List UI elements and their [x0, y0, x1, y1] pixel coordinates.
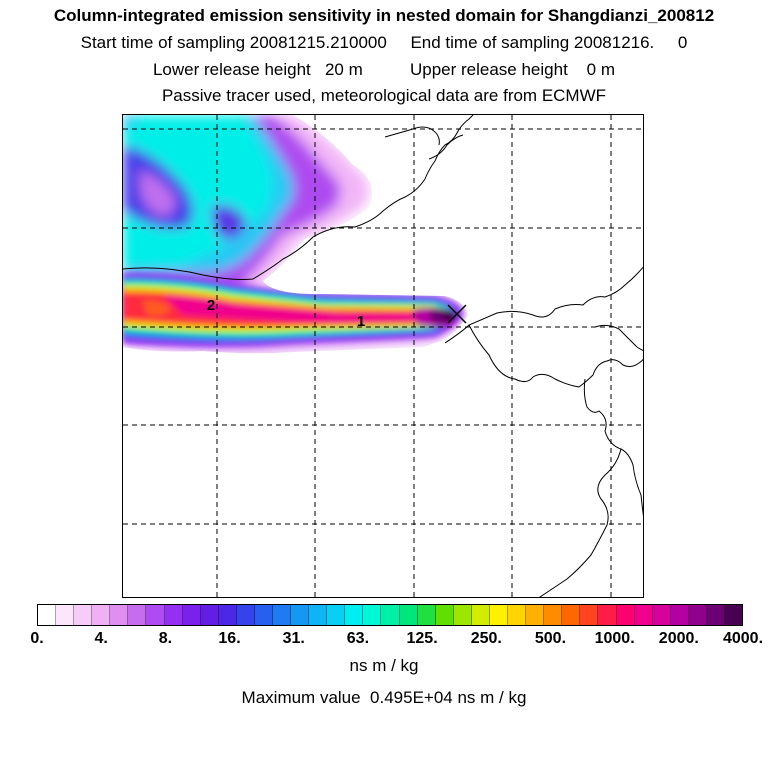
color-scale-segment [526, 605, 545, 625]
map-canvas: 1 2 [123, 115, 643, 597]
color-scale-segment [670, 605, 689, 625]
color-scale-segment [724, 605, 743, 625]
color-scale-segment [345, 605, 364, 625]
unit-label: ns m / kg [349, 656, 419, 675]
color-scale-segment [706, 605, 725, 625]
sampling-time-line: Start time of sampling 20081215.210000 E… [80, 33, 688, 52]
color-scale-segment [435, 605, 454, 625]
color-scale-tick-label: 4. [94, 630, 108, 647]
color-scale-segment [562, 605, 581, 625]
color-scale-segment [182, 605, 201, 625]
color-scale-segment [146, 605, 165, 625]
color-scale-tick-label: 2000. [658, 630, 699, 647]
color-scale-segment [616, 605, 635, 625]
color-scale-segment [327, 605, 346, 625]
map-panel: 1 2 [122, 114, 644, 598]
color-scale-segment [110, 605, 129, 625]
color-scale-segment [508, 605, 527, 625]
color-scale-tick-label: 0. [30, 630, 44, 647]
color-scale-segment [291, 605, 310, 625]
color-scale-segment [489, 605, 509, 625]
color-scale-segment [128, 605, 147, 625]
color-scale-segment [236, 605, 255, 625]
plot-title: Column-integrated emission sensitivity i… [53, 6, 715, 25]
x-cross-icon [447, 304, 467, 324]
color-scale-segment [56, 605, 75, 625]
release-height-line: Lower release height 20 m Upper release … [152, 60, 616, 79]
color-scale-segment [580, 605, 599, 625]
color-scale-segment [38, 605, 57, 625]
tracer-info-line: Passive tracer used, meteorological data… [161, 86, 607, 105]
color-scale-segment [417, 605, 436, 625]
color-scale-tick-label: 250. [470, 630, 502, 647]
color-scale-segment [381, 605, 400, 625]
color-scale-segment [273, 605, 292, 625]
color-scale-segment [634, 605, 653, 625]
color-scale-tick-label: 4000. [722, 630, 764, 647]
color-scale-segment [544, 605, 563, 625]
color-scale-segment [363, 605, 382, 625]
point-marker-2: 2 [207, 297, 215, 314]
color-scale-segment [218, 605, 237, 625]
color-scale-segment [598, 605, 617, 625]
color-scale-tick-label: 16. [218, 630, 241, 647]
color-scale-tick-labels: 0. 4. 8. 16. 31. 63. 125. 250. 500. 1000. 2000. 400… [0, 630, 768, 650]
color-scale-segment [74, 605, 93, 625]
color-scale-bar [37, 604, 743, 626]
color-scale-segment [309, 605, 328, 625]
color-scale-segment [652, 605, 671, 625]
color-scale-segment [399, 605, 418, 625]
maximum-value-label: Maximum value 0.495E+04 ns m / kg [241, 688, 527, 707]
color-scale-segment [92, 605, 111, 625]
color-scale-tick-label: 1000. [594, 630, 635, 647]
lat-lon-grid [123, 115, 643, 597]
color-scale-segment [688, 605, 707, 625]
color-scale-segment [254, 605, 274, 625]
sensitivity-field [123, 115, 468, 354]
color-scale-tick-label: 8. [158, 630, 173, 647]
color-scale-tick-label: 500. [534, 630, 567, 647]
color-scale-segment [200, 605, 219, 625]
color-scale-segment [471, 605, 490, 625]
point-marker-1: 1 [357, 313, 365, 330]
color-scale-tick-label: 125. [406, 630, 438, 647]
color-scale-segment [164, 605, 183, 625]
color-scale-tick-label: 63. [346, 630, 370, 647]
coastlines [123, 115, 643, 597]
color-scale-tick-label: 31. [282, 630, 305, 647]
color-scale-segment [453, 605, 472, 625]
